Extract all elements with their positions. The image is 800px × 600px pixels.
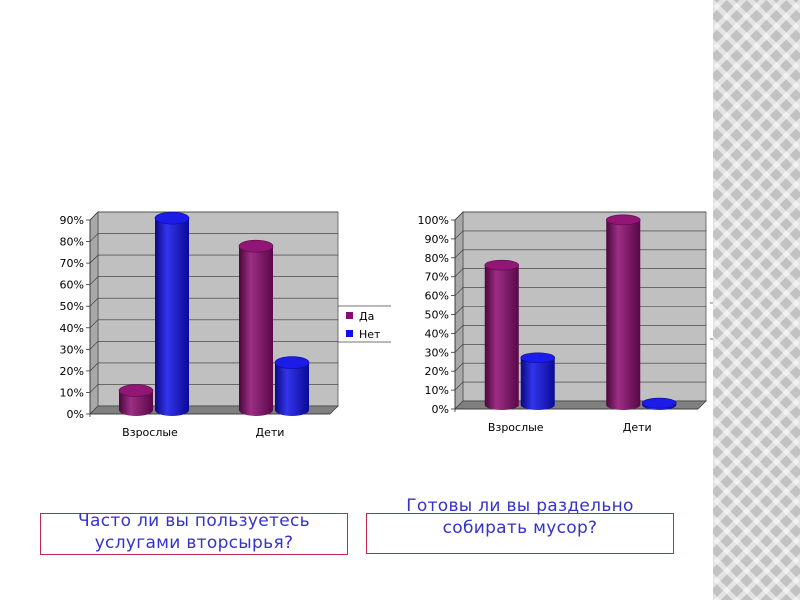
- x-category-label: Дети: [256, 426, 285, 439]
- gridline: [454, 211, 706, 221]
- y-tick-label: 30%: [60, 343, 84, 356]
- legend-swatch: [346, 312, 353, 319]
- y-tick-label: 20%: [425, 365, 449, 378]
- bar-body: [606, 219, 641, 410]
- bar-body: [484, 265, 519, 410]
- y-tick-label: 90%: [60, 214, 84, 227]
- y-tick-label: 50%: [60, 300, 84, 313]
- bar-yes: [238, 239, 274, 416]
- legend-swatch: [346, 330, 353, 337]
- y-tick-label: 70%: [60, 257, 84, 270]
- y-tick-label: 0%: [432, 403, 449, 416]
- bar-yes: [484, 259, 520, 410]
- y-tick-label: 40%: [425, 327, 449, 340]
- bar-top: [520, 352, 556, 364]
- x-category-label: Дети: [623, 421, 652, 434]
- bar-body: [520, 357, 555, 410]
- bar-body: [155, 218, 189, 416]
- y-tick-label: 90%: [425, 233, 449, 246]
- y-tick-label: 10%: [60, 386, 84, 399]
- bar-top: [274, 356, 310, 369]
- bar-top: [605, 214, 641, 226]
- bar-yes: [118, 384, 154, 416]
- bar-no: [154, 211, 190, 416]
- bar-top: [118, 384, 154, 397]
- bar-top: [484, 259, 520, 271]
- bar-top: [641, 397, 677, 409]
- chart-recycling-usage: 0% 10% 20% 30% 40% 50% 60% 70% 80% 90% Взрослые Дет…: [60, 211, 391, 439]
- legend-label: Нет: [359, 328, 381, 341]
- bar-body: [239, 246, 273, 416]
- bar-top: [154, 211, 190, 225]
- gridline: [89, 211, 338, 221]
- bar-top: [238, 239, 274, 253]
- y-tick-label: 80%: [60, 236, 84, 249]
- y-tick-label: 100%: [418, 214, 449, 227]
- y-tick-label: 80%: [425, 252, 449, 265]
- gridline: [89, 233, 338, 242]
- decorative-side-strip: [713, 0, 800, 600]
- y-tick-label: 50%: [425, 309, 449, 322]
- y-tick-label: 60%: [425, 290, 449, 303]
- caption-box-1: [40, 513, 348, 555]
- y-tick-label: 60%: [60, 279, 84, 292]
- x-category-label: Взрослые: [122, 426, 178, 439]
- chart-separate-waste: 0% 10% 20% 30% 40% 50% 60% 70% 80% 90% 100% Взрослы…: [418, 211, 713, 434]
- y-tick-label: 0%: [67, 408, 84, 421]
- bar-body: [275, 362, 309, 416]
- bar-no: [520, 352, 556, 410]
- bar-yes: [605, 214, 641, 410]
- bar-no: [274, 356, 310, 416]
- bar-no: [641, 397, 677, 410]
- caption-2: Готовы ли вы раздельно собирать мусор?: [406, 496, 634, 538]
- y-tick-label: 20%: [60, 365, 84, 378]
- y-tick-label: 40%: [60, 322, 84, 335]
- bar-body: [119, 390, 153, 416]
- caption-1: Часто ли вы пользуетесь услугами вторсыр…: [78, 511, 310, 553]
- legend: Да Нет: [338, 305, 391, 343]
- y-tick-label: 70%: [425, 271, 449, 284]
- y-tick-label: 30%: [425, 346, 449, 359]
- x-category-label: Взрослые: [488, 421, 544, 434]
- y-tick-label: 10%: [425, 384, 449, 397]
- caption-box-2: [366, 513, 674, 554]
- legend-label: Да: [359, 310, 374, 323]
